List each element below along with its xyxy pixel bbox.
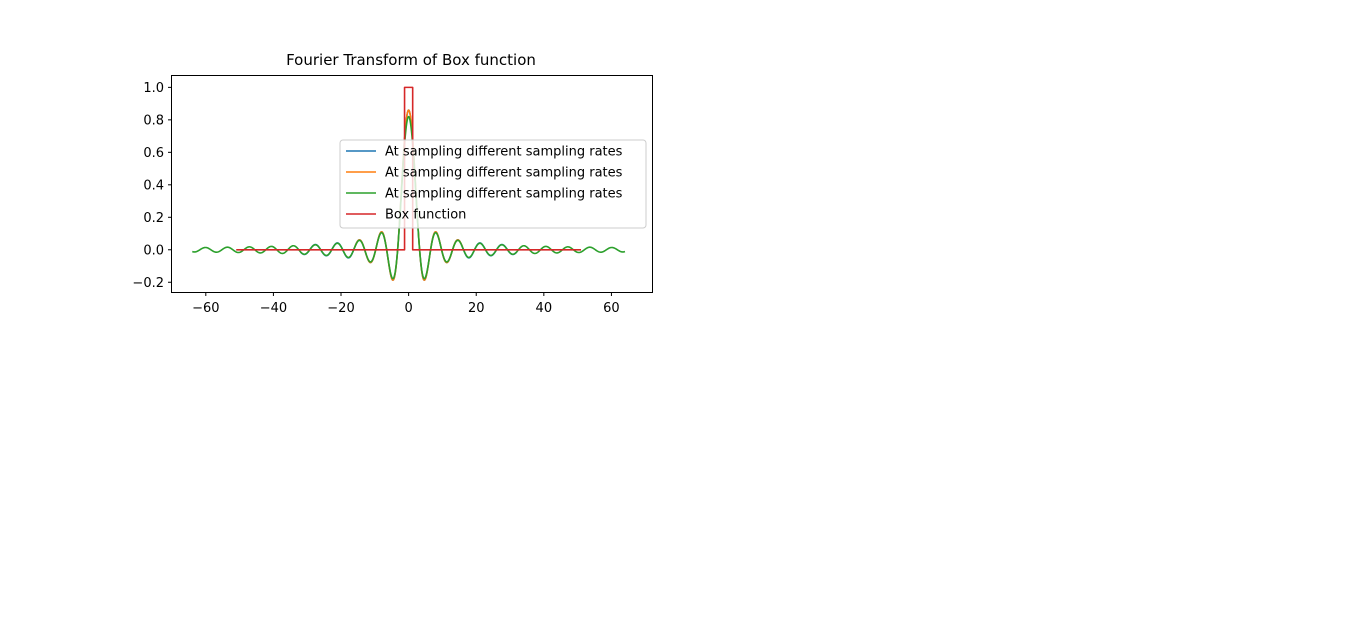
- x-tick-label: −20: [327, 301, 354, 316]
- y-tick-label: 0.2: [143, 211, 164, 226]
- y-tick-label: 0.4: [143, 178, 164, 193]
- x-tick-label: 0: [404, 301, 412, 316]
- series-line-4: [236, 86, 582, 251]
- series-line-3: [191, 115, 626, 280]
- y-tick-label: 0.8: [143, 113, 164, 128]
- y-axis: −0.2 0.0 0.2 0.4 0.6 0.8 1.0: [132, 81, 172, 291]
- y-tick-label: 1.0: [143, 81, 164, 96]
- x-axis: −60 −40 −20 0 20 40 60: [192, 292, 620, 316]
- x-tick-label: −60: [192, 301, 219, 316]
- legend: At sampling different sampling rates At s…: [339, 139, 647, 229]
- x-tick-label: 60: [603, 301, 620, 316]
- x-tick-label: 20: [468, 301, 485, 316]
- y-tick-label: 0.0: [143, 243, 164, 258]
- chart-title: Fourier Transform of Box function: [286, 51, 536, 69]
- axes-frame: [171, 75, 653, 293]
- plot-lines: [191, 86, 626, 281]
- legend-label-1: At sampling different sampling rates: [385, 145, 623, 160]
- y-tick-label: 0.6: [143, 146, 164, 161]
- y-tick-label: −0.2: [132, 276, 164, 291]
- legend-label-2: At sampling different sampling rates: [385, 166, 623, 181]
- legend-label-3: At sampling different sampling rates: [385, 187, 623, 202]
- x-tick-label: 40: [536, 301, 553, 316]
- x-tick-label: −40: [260, 301, 287, 316]
- legend-box: [339, 139, 647, 229]
- legend-label-4: Box function: [385, 208, 466, 223]
